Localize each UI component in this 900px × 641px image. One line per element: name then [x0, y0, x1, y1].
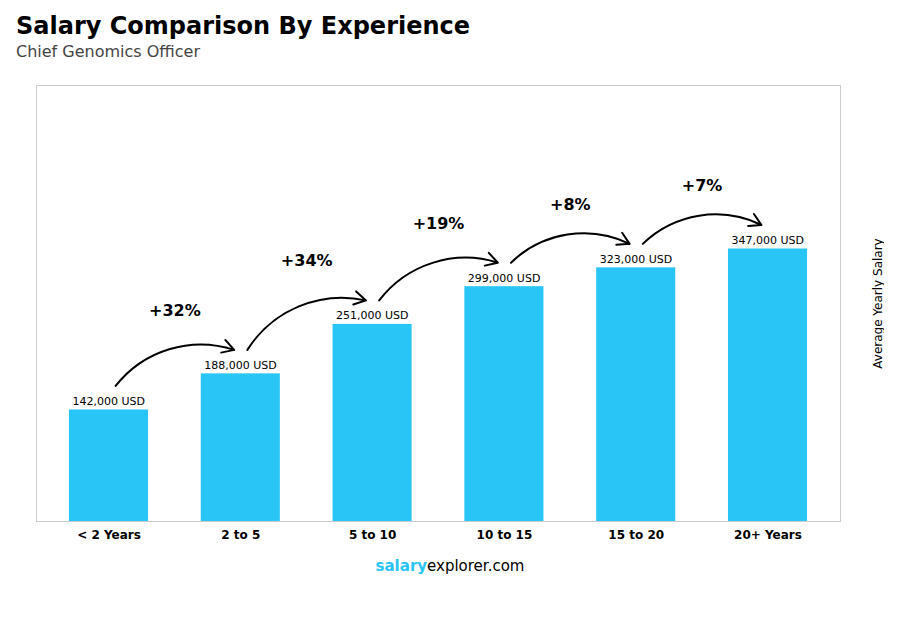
svg-text:20+ Years: 20+ Years	[734, 528, 802, 542]
svg-text:+19%: +19%	[413, 214, 465, 233]
svg-text:15 to 20: 15 to 20	[608, 528, 664, 542]
html-text:salary explorer.com: salary explorer.com	[375, 557, 525, 575]
svg-text:10 to 15: 10 to 15	[477, 528, 533, 542]
svg-text:< 2 Years: < 2 Years	[77, 528, 141, 542]
svg-text:251,000 USD: 251,000 USD	[336, 309, 409, 322]
svg-text:299,000 USD: 299,000 USD	[468, 272, 541, 285]
svg-text:+8%: +8%	[550, 195, 591, 214]
svg-text:2 to 5: 2 to 5	[221, 528, 260, 542]
html-text:Chief Genomics Officer: Chief Genomics Officer	[16, 42, 200, 61]
svg-text:142,000 USD: 142,000 USD	[72, 395, 145, 408]
svg-text:+32%: +32%	[149, 301, 201, 320]
svg-text:323,000 USD: 323,000 USD	[600, 253, 673, 266]
svg-text:188,000 USD: 188,000 USD	[204, 359, 276, 372]
svg-text:347,000 USD: 347,000 USD	[731, 234, 804, 247]
svg-text:+34%: +34%	[281, 251, 333, 270]
svg-text:+7%: +7%	[682, 176, 723, 195]
html-text:Salary Comparison By Experienc: Salary Comparison By Experience	[16, 12, 471, 40]
svg-text:Average Yearly Salary: Average Yearly Salary	[871, 238, 885, 368]
svg-text:5 to 10: 5 to 10	[349, 528, 396, 542]
